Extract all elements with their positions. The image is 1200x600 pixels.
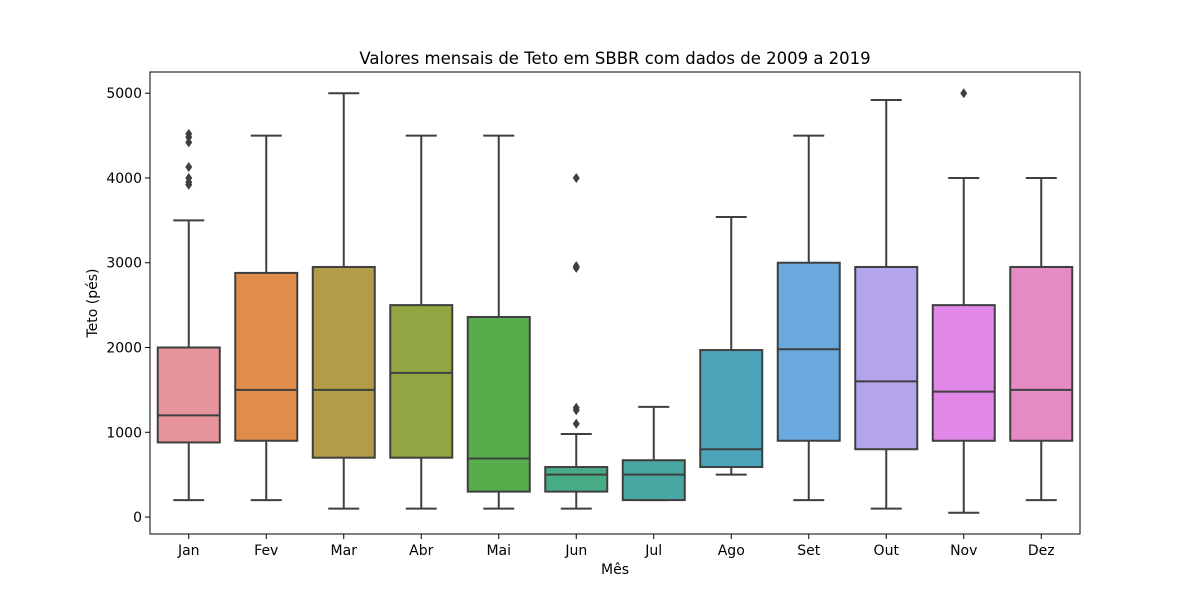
box-fev	[234, 134, 299, 502]
outlier-point	[572, 172, 580, 183]
outlier-point	[572, 402, 580, 413]
x-axis: Jan Fev Mar Abr Mai Jun Jul Ago Set Out Nov Dez	[177, 534, 1055, 559]
box-iqr	[621, 459, 686, 502]
box-ago	[699, 215, 764, 476]
box-iqr	[389, 304, 454, 459]
box-out	[854, 98, 919, 510]
x-tick-label: Ago	[718, 543, 745, 559]
box-iqr	[156, 346, 221, 444]
box-iqr	[234, 271, 299, 442]
outlier-point	[185, 137, 193, 148]
chart-title: Valores mensais de Teto em SBBR com dado…	[359, 49, 870, 68]
y-tick-label: 1000	[106, 425, 142, 441]
box-iqr	[544, 466, 609, 493]
y-axis: 0 1000 2000 3000 4000 5000	[106, 86, 150, 526]
x-tick-label: Set	[797, 543, 821, 559]
box-mar	[311, 92, 376, 510]
box-abr	[389, 134, 454, 510]
outlier-point	[185, 172, 193, 183]
outlier-point	[572, 418, 580, 429]
y-tick-label: 5000	[106, 86, 142, 102]
x-axis-label: Mês	[601, 562, 629, 578]
outlier-point	[185, 128, 193, 139]
x-tick-label: Jul	[644, 543, 662, 559]
y-tick-label: 4000	[106, 171, 142, 187]
box-dez	[1009, 176, 1074, 502]
y-tick-label: 3000	[106, 256, 142, 272]
x-tick-label: Dez	[1028, 543, 1055, 559]
outlier-point	[960, 88, 968, 99]
x-tick-label: Nov	[950, 543, 977, 559]
x-tick-label: Jun	[564, 543, 587, 559]
box-jul	[621, 405, 686, 502]
box-nov	[931, 88, 996, 514]
box-iqr	[854, 265, 919, 451]
x-tick-label: Abr	[409, 543, 433, 559]
box-set	[776, 134, 841, 502]
x-tick-label: Mai	[486, 543, 511, 559]
box-iqr	[311, 265, 376, 459]
box-iqr	[931, 304, 996, 442]
y-tick-label: 0	[133, 510, 142, 526]
box-iqr	[699, 349, 764, 469]
plot-frame	[149, 71, 1081, 535]
box-jun	[544, 172, 609, 510]
x-tick-label: Fev	[254, 543, 278, 559]
y-axis-label: Teto (pés)	[85, 268, 101, 338]
box-iqr	[776, 261, 841, 442]
box-iqr	[466, 315, 531, 493]
box-jan	[156, 128, 221, 502]
x-tick-label: Out	[874, 543, 900, 559]
outlier-point	[572, 261, 580, 272]
x-tick-label: Mar	[331, 543, 358, 559]
plot-area	[156, 88, 1074, 514]
x-tick-label: Jan	[177, 543, 200, 559]
y-tick-label: 2000	[106, 341, 142, 357]
box-mai	[466, 134, 531, 510]
outlier-point	[185, 161, 193, 172]
box-iqr	[1009, 265, 1074, 442]
